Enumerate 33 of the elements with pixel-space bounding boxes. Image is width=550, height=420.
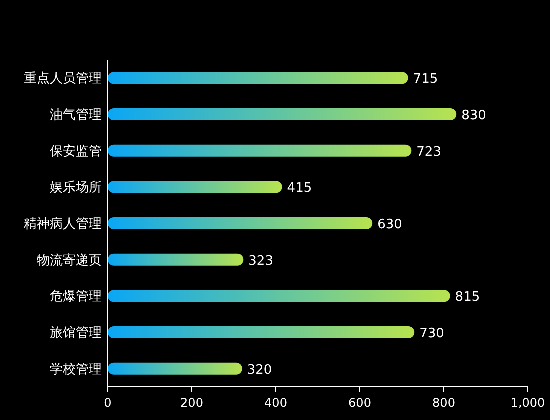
y-tick-label: 油气管理	[50, 108, 102, 123]
y-tick-label: 学校管理	[50, 362, 102, 378]
data-label: 415	[287, 181, 312, 196]
bar	[108, 254, 244, 266]
data-label: 630	[378, 218, 402, 232]
y-tick-label: 危爆管理	[50, 290, 102, 305]
bar	[108, 290, 450, 302]
x-tick-label: 1,000	[510, 396, 546, 410]
x-tick-label: 800	[432, 396, 456, 410]
bar	[108, 144, 412, 157]
bar	[108, 108, 457, 120]
data-label: 723	[416, 144, 442, 160]
data-label: 830	[462, 108, 486, 124]
data-label: 320	[247, 362, 272, 378]
x-tick-label: 600	[348, 396, 372, 410]
data-label: 730	[420, 326, 444, 342]
y-tick-label: 精神病人管理	[24, 217, 102, 232]
data-label: 715	[413, 72, 438, 88]
y-tick-label: 旅馆管理	[50, 326, 102, 341]
bar	[108, 72, 408, 84]
bar	[108, 218, 373, 230]
y-tick-label: 物流寄递页	[37, 252, 102, 268]
x-tick-label: 0	[104, 396, 112, 410]
y-tick-label: 娱乐场所	[50, 180, 102, 196]
data-label: 323	[248, 254, 274, 269]
data-label: 815	[455, 290, 480, 306]
x-tick-label: 200	[180, 396, 204, 410]
bar	[108, 362, 242, 375]
bar	[108, 326, 415, 338]
x-tick-label: 400	[264, 396, 288, 410]
y-tick-label: 重点人员管理	[24, 72, 102, 87]
y-tick-label: 保安监管	[50, 143, 102, 160]
bar	[108, 181, 282, 194]
